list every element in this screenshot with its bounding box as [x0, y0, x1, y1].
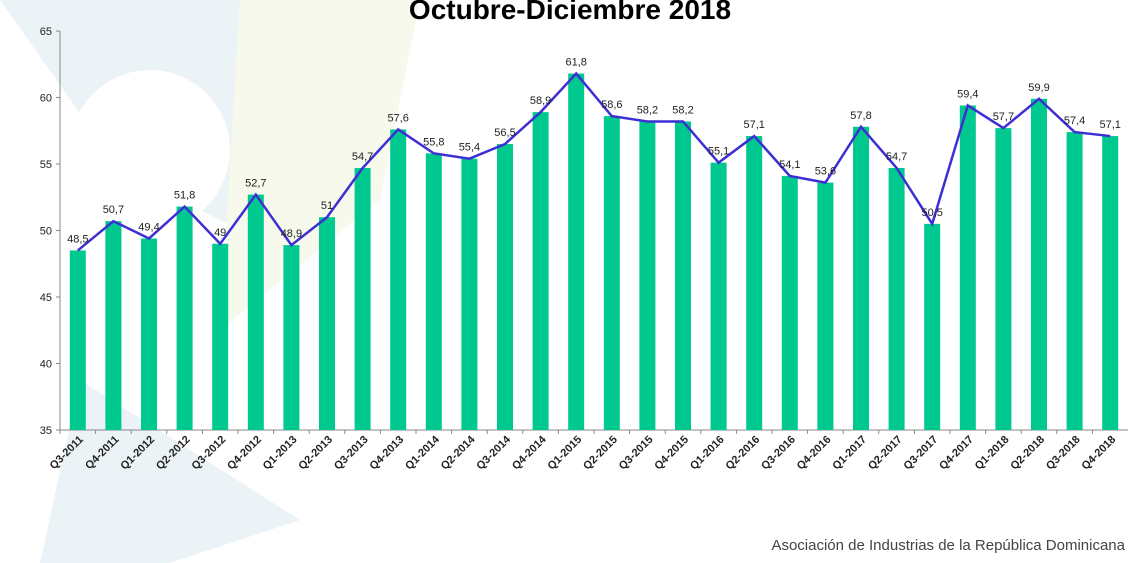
- value-label: 54,7: [886, 151, 907, 163]
- y-tick-label: 45: [40, 292, 52, 304]
- value-label: 58,2: [637, 104, 658, 116]
- value-label: 61,8: [565, 57, 586, 69]
- x-tick-label: Q4-2015: [652, 434, 691, 473]
- y-tick-label: 60: [40, 93, 52, 105]
- value-label: 58,2: [672, 104, 693, 116]
- bar: [746, 136, 763, 430]
- value-label: 59,9: [1028, 82, 1049, 94]
- value-label: 57,8: [850, 110, 871, 122]
- bar: [959, 105, 976, 430]
- x-tick-label: Q4-2018: [1080, 434, 1119, 473]
- value-label: 50,5: [921, 207, 942, 219]
- bar: [497, 144, 513, 431]
- line: [77, 71, 1111, 252]
- bar: [425, 153, 442, 431]
- y-tick-label: 55: [40, 159, 52, 171]
- bar: [105, 221, 122, 430]
- y-tick-label: 65: [40, 26, 52, 38]
- x-tick-label: Q4-2016: [795, 434, 834, 473]
- bar: [817, 182, 834, 430]
- value-label: 51: [321, 200, 333, 212]
- value-label: 57,1: [1099, 119, 1120, 131]
- background-logo: [0, 0, 420, 563]
- x-tick-label: Q2-2014: [439, 433, 478, 472]
- bar: [1102, 136, 1119, 430]
- x-tick-label: Q1-2014: [403, 433, 442, 472]
- bar: [924, 223, 941, 430]
- value-label: 55,1: [708, 146, 729, 158]
- bar: [176, 206, 193, 430]
- bar: [995, 128, 1012, 430]
- value-label: 49: [214, 227, 226, 239]
- y-tick-label: 35: [40, 425, 52, 437]
- y-tick-label: 40: [40, 359, 52, 371]
- bar: [639, 121, 656, 430]
- bar: [212, 243, 229, 430]
- value-label: 48,5: [67, 233, 88, 245]
- x-tick-label: Q3-2018: [1044, 434, 1083, 473]
- x-tick-label: Q3-2014: [474, 433, 513, 472]
- x-tick-label: Q1-2017: [830, 434, 869, 473]
- bar: [1066, 132, 1083, 430]
- x-tick-label: Q1-2015: [546, 434, 585, 473]
- value-label: 57,4: [1064, 115, 1085, 127]
- bar: [1031, 98, 1047, 430]
- bar: [532, 112, 549, 430]
- bar: [781, 175, 798, 430]
- bar: [69, 250, 86, 430]
- value-label: 48,9: [281, 228, 302, 240]
- bar: [568, 73, 585, 430]
- value-label: 54,1: [779, 159, 800, 171]
- value-label: 57,6: [387, 112, 408, 124]
- value-label: 57,1: [743, 119, 764, 131]
- x-tick-label: Q4-2013: [368, 434, 407, 473]
- value-label: 52,7: [245, 178, 266, 190]
- value-label: 56,5: [494, 127, 515, 139]
- value-label: 58,6: [601, 99, 622, 111]
- x-tick-label: Q2-2018: [1008, 434, 1047, 473]
- value-label: 51,8: [174, 190, 195, 202]
- chart-title: Octubre-Diciembre 2018: [409, 0, 731, 25]
- value-label: 57,7: [993, 111, 1014, 123]
- source-note: Asociación de Industrias de la República…: [771, 537, 1125, 554]
- bar: [710, 162, 727, 431]
- bar: [354, 167, 371, 431]
- value-label: 54,7: [352, 151, 373, 163]
- x-tick-label: Q4-2017: [937, 434, 976, 473]
- x-tick-label: Q4-2014: [510, 433, 549, 472]
- bar: [853, 126, 869, 430]
- x-tick-label: Q2-2015: [581, 434, 620, 473]
- y-tick-label: 50: [40, 226, 52, 238]
- x-tick-label: Q2-2017: [866, 434, 905, 473]
- value-label: 59,4: [957, 88, 978, 100]
- x-tick-label: Q1-2013: [261, 434, 300, 473]
- value-label: 55,8: [423, 136, 444, 148]
- x-tick-label: Q1-2016: [688, 434, 727, 473]
- bar: [603, 116, 620, 431]
- x-tick-label: Q3-2015: [617, 434, 656, 473]
- value-label: 58,9: [530, 95, 551, 107]
- bar: [390, 129, 407, 431]
- bar: [141, 238, 157, 430]
- x-tick-label: Q4-2012: [225, 434, 264, 473]
- value-label: 50,7: [103, 204, 124, 216]
- x-tick-label: Q3-2017: [902, 434, 941, 473]
- value-label: 49,4: [138, 221, 159, 233]
- x-tick-label: Q2-2013: [296, 434, 335, 473]
- x-tick-label: Q3-2013: [332, 434, 371, 473]
- bar: [888, 167, 905, 431]
- value-label: 53,6: [815, 166, 836, 178]
- bar: [675, 121, 691, 430]
- bar: [461, 158, 478, 430]
- x-tick-label: Q3-2016: [759, 434, 798, 473]
- x-tick-label: Q2-2016: [724, 434, 763, 473]
- value-label: 55,4: [459, 142, 480, 154]
- x-tick-label: Q1-2018: [973, 434, 1012, 473]
- bar: [319, 217, 335, 430]
- bar: [283, 245, 300, 430]
- bar: [247, 194, 264, 430]
